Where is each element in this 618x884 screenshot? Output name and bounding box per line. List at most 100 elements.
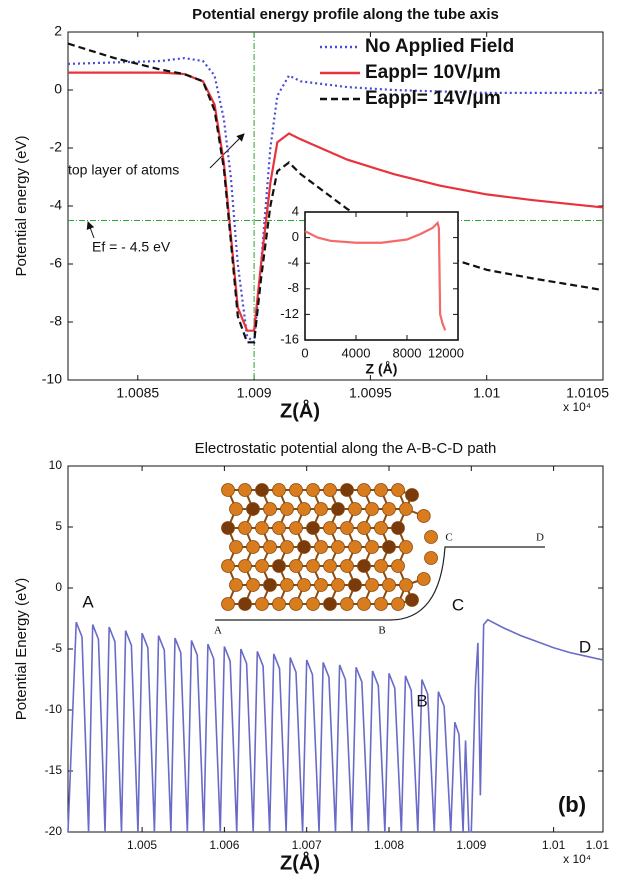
x-tick-label: 1.01 — [542, 838, 566, 852]
atom — [272, 483, 286, 497]
atom — [238, 483, 252, 497]
atom — [323, 521, 337, 535]
atom — [314, 502, 328, 516]
atom — [391, 483, 405, 497]
y-tick-label: -4 — [50, 197, 63, 213]
atom — [289, 483, 303, 497]
atom — [348, 540, 362, 554]
y-tick-label: 0 — [55, 580, 62, 594]
x-multiplier: x 10⁴ — [563, 852, 591, 866]
y-tick-label: -20 — [45, 824, 63, 838]
series-line — [304, 220, 447, 331]
atom — [424, 530, 438, 544]
series-line — [68, 71, 604, 332]
nanotube-diagram — [221, 483, 438, 611]
atom — [289, 521, 303, 535]
atom — [297, 540, 311, 554]
atom — [238, 521, 252, 535]
annotation: (b) — [558, 792, 586, 817]
atom — [221, 597, 235, 611]
diagram-label: D — [536, 532, 544, 544]
atom — [331, 578, 345, 592]
atom — [314, 578, 328, 592]
y-tick-label: 2 — [54, 23, 62, 39]
x-tick-label: 1.006 — [209, 838, 239, 852]
x-tick-label: 1.01 — [586, 838, 610, 852]
x-axis-label: Z (Å) — [366, 361, 398, 377]
atom — [374, 597, 388, 611]
x-tick-label: 0 — [301, 345, 308, 360]
atom — [263, 540, 277, 554]
x-tick-label: 1.0085 — [116, 385, 159, 401]
atom — [221, 483, 235, 497]
atom — [229, 578, 243, 592]
atom — [382, 502, 396, 516]
atom — [297, 578, 311, 592]
x-tick-label: 1.008 — [374, 838, 404, 852]
atom — [323, 559, 337, 573]
atom — [357, 483, 371, 497]
atom — [289, 559, 303, 573]
atom — [365, 540, 379, 554]
x-axis-label: Z(Å) — [280, 850, 320, 874]
y-tick-label: -15 — [45, 763, 63, 777]
atom — [382, 578, 396, 592]
x-tick-label: 1.009 — [237, 385, 272, 401]
x-tick-label: 1.005 — [127, 838, 157, 852]
y-tick-label: -8 — [50, 313, 63, 329]
atom — [365, 502, 379, 516]
atom — [416, 572, 431, 586]
atom — [280, 578, 294, 592]
chart-title: Potential energy profile along the tube … — [192, 6, 499, 23]
y-tick-label: -10 — [42, 371, 62, 387]
y-tick-label: 0 — [54, 81, 62, 97]
atom — [255, 521, 269, 535]
annotation-arrow — [86, 221, 95, 239]
y-tick-label: -10 — [45, 702, 63, 716]
atom — [229, 540, 243, 554]
x-axis-label: Z(Å) — [280, 398, 320, 422]
atom — [340, 483, 354, 497]
atom — [323, 483, 337, 497]
atom — [416, 509, 431, 523]
annotation: A — [82, 592, 94, 611]
atom — [331, 502, 345, 516]
atom — [221, 521, 235, 535]
x-tick-label: 1.0105 — [566, 385, 609, 401]
atom — [272, 521, 286, 535]
atom — [255, 597, 269, 611]
x-tick-label: 1.01 — [473, 385, 500, 401]
y-tick-label: -4 — [287, 255, 299, 270]
annotation: top layer of atoms — [68, 162, 179, 178]
atom — [340, 559, 354, 573]
y-tick-label: 10 — [49, 458, 63, 472]
y-tick-label: 5 — [55, 519, 62, 533]
atom — [405, 593, 419, 607]
y-tick-label: -16 — [280, 331, 299, 346]
chart-title: Electrostatic potential along the A-B-C-… — [195, 440, 497, 457]
atom — [323, 597, 337, 611]
atom — [348, 578, 362, 592]
x-tick-label: 4000 — [342, 345, 371, 360]
atom — [263, 502, 277, 516]
atom — [238, 559, 252, 573]
y-tick-label: -2 — [50, 139, 63, 155]
atom — [272, 559, 286, 573]
atom — [391, 597, 405, 611]
atom — [391, 521, 405, 535]
atom — [357, 597, 371, 611]
atom — [399, 578, 413, 592]
atom — [238, 597, 252, 611]
y-tick-label: -8 — [287, 280, 299, 295]
atom — [365, 578, 379, 592]
x-multiplier: x 10⁴ — [563, 400, 591, 414]
y-tick-label: -5 — [51, 641, 62, 655]
x-tick-label: 1.007 — [292, 838, 322, 852]
legend-label: Eappl= 10V/μm — [365, 62, 501, 83]
annotation: D — [579, 637, 591, 656]
atom — [246, 578, 260, 592]
atom — [424, 551, 438, 565]
atom — [340, 597, 354, 611]
path-line — [215, 546, 545, 621]
